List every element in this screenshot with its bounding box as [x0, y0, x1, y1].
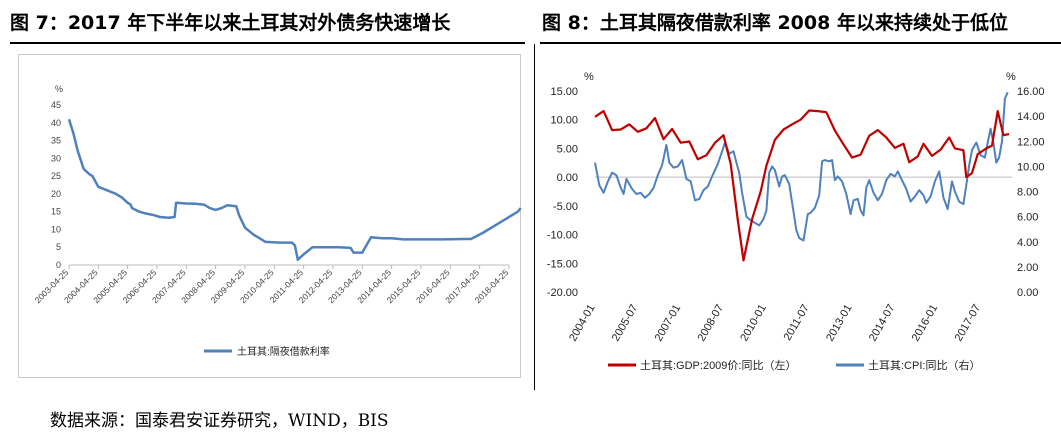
title-underline-left: [10, 42, 525, 44]
right-axis-unit: %: [1006, 71, 1016, 83]
left-y-tick-label: 0.00: [557, 172, 578, 184]
overnight-rate-chart: %0510152025303540452003-04-252004-04-252…: [33, 84, 522, 358]
x-tick-label: 2007-01: [653, 303, 684, 344]
y-tick-label: 35: [51, 136, 61, 146]
x-tick-label: 2013-01: [824, 303, 855, 344]
data-source-note: 数据来源：国泰君安证券研究，WIND，BIS: [50, 411, 389, 431]
left-axis-unit: %: [584, 71, 594, 83]
gdp-cpi-chart: % % 15.00 10.00 5.00 0.00 -5.00 -10.00 -15.00 -20…: [547, 71, 1045, 372]
right-y-tick-label: 16.00: [1017, 86, 1045, 98]
y-tick-label: 30: [51, 153, 61, 163]
right-chart-title: 图 8：土耳其隔夜借款利率 2008 年以来持续处于低位: [542, 12, 1008, 34]
x-tick-label: 2010-01: [738, 303, 769, 344]
series-line-gdp: [594, 109, 1010, 262]
left-y-tick-label: -20.00: [547, 287, 578, 299]
left-y-tick-label: -15.00: [547, 258, 578, 270]
title-underline-right: [540, 42, 1061, 44]
left-y-tick-label: -10.00: [547, 230, 578, 242]
legend-label: 土耳其:隔夜借款利率: [237, 345, 330, 358]
left-y-tick-label: 5.00: [557, 143, 578, 155]
y-tick-label: 10: [51, 224, 61, 234]
right-y-tick-label: 6.00: [1017, 212, 1038, 224]
x-tick-label: 2014-07: [867, 303, 898, 344]
y-axis-unit: %: [55, 84, 63, 94]
right-chart-panel: %% 15.00 10.00 5.00 0.00 -5.00 -10.00 -15.00 -20…: [540, 44, 1061, 390]
right-y-tick-label: 8.00: [1017, 187, 1038, 199]
left-y-tick-label: 15.00: [550, 86, 578, 98]
y-tick-label: 0: [56, 260, 61, 270]
left-y-tick-label: -5.00: [553, 201, 578, 213]
x-tick-label: 2016-01: [910, 303, 941, 344]
right-y-tick-label: 12.00: [1017, 136, 1045, 148]
x-tick-label: 2005-07: [610, 303, 641, 344]
left-y-tick-label: 10.00: [550, 115, 578, 127]
y-tick-label: 25: [51, 171, 61, 181]
right-y-tick-label: 0.00: [1017, 287, 1038, 299]
y-tick-label: 40: [51, 118, 61, 128]
left-chart-title: 图 7：2017 年下半年以来土耳其对外债务快速增长: [10, 12, 451, 34]
series-line-overnight-rate: [67, 118, 522, 261]
left-chart-panel: % 0 5 10 15 20 25 30 35 40 45 2003-04-25 2004-04-25 2…: [18, 54, 522, 378]
x-tick-label: 2017-07: [953, 303, 984, 344]
y-tick-label: 45: [51, 100, 61, 110]
right-y-tick-label: 14.00: [1017, 111, 1045, 123]
right-y-tick-label: 4.00: [1017, 237, 1038, 249]
panel-divider: [534, 44, 535, 390]
x-tick-label: 2011-07: [782, 303, 812, 343]
legend-label-cpi: 土耳其:CPI:同比（右）: [868, 358, 980, 372]
right-y-tick-label: 10.00: [1017, 161, 1045, 173]
series-line-cpi: [594, 91, 1009, 242]
y-tick-label: 15: [51, 207, 61, 217]
x-tick-label: 2008-07: [696, 303, 727, 344]
y-tick-label: 20: [51, 189, 61, 199]
y-tick-label: 5: [56, 242, 61, 252]
x-tick-label: 2004-01: [567, 303, 598, 344]
legend-label-gdp: 土耳其:GDP:2009价:同比（左）: [640, 359, 796, 372]
right-y-tick-label: 2.00: [1017, 262, 1038, 274]
